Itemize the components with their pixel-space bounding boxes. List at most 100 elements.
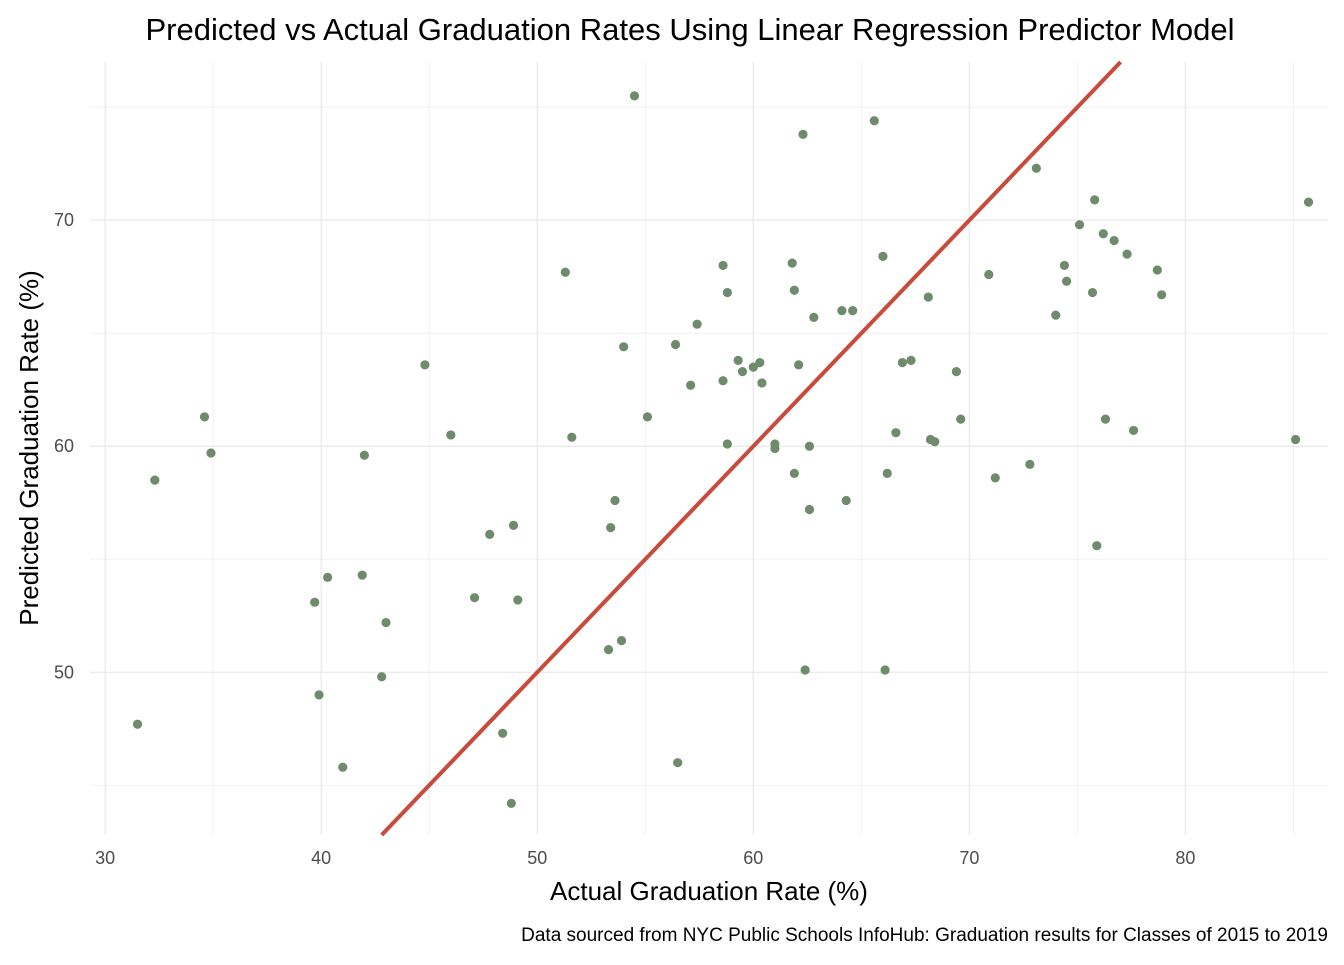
data-point bbox=[469, 593, 480, 603]
data-point bbox=[787, 258, 797, 268]
data-point bbox=[420, 360, 430, 370]
data-point bbox=[314, 690, 324, 700]
data-point bbox=[718, 376, 728, 386]
data-point bbox=[770, 443, 780, 454]
data-point bbox=[132, 719, 143, 729]
data-point bbox=[804, 441, 815, 451]
data-point bbox=[718, 260, 728, 271]
reference-line-layer bbox=[380, 60, 1123, 837]
data-point bbox=[567, 432, 577, 442]
data-points bbox=[132, 91, 1314, 808]
data-point bbox=[1090, 195, 1100, 205]
data-point bbox=[692, 319, 702, 329]
x-axis-title: Actual Graduation Rate (%) bbox=[550, 876, 868, 906]
data-point bbox=[882, 468, 892, 478]
data-point bbox=[1051, 310, 1061, 320]
data-point bbox=[1290, 434, 1301, 445]
data-point bbox=[897, 358, 907, 368]
data-point bbox=[1109, 235, 1119, 246]
data-point bbox=[809, 312, 819, 323]
data-point bbox=[755, 358, 765, 368]
data-point bbox=[381, 617, 391, 628]
data-point bbox=[1092, 541, 1102, 551]
data-point bbox=[338, 762, 348, 772]
data-point bbox=[906, 355, 916, 365]
data-point bbox=[789, 285, 799, 295]
data-point bbox=[1061, 276, 1072, 286]
data-point bbox=[603, 645, 614, 655]
data-point bbox=[498, 728, 508, 738]
data-point bbox=[610, 495, 620, 506]
data-point bbox=[722, 439, 732, 449]
data-point bbox=[891, 428, 901, 438]
data-point bbox=[1152, 265, 1162, 275]
data-point bbox=[1100, 414, 1111, 424]
data-point bbox=[1157, 290, 1167, 300]
data-point bbox=[984, 269, 994, 280]
data-point bbox=[737, 367, 748, 377]
data-point bbox=[357, 570, 367, 580]
data-point bbox=[800, 665, 810, 675]
chart-caption: Data sourced from NYC Public Schools Inf… bbox=[521, 925, 1328, 946]
data-point bbox=[206, 448, 216, 458]
data-point bbox=[1031, 163, 1041, 173]
data-point bbox=[1122, 249, 1132, 259]
y-tick-label: 50 bbox=[54, 662, 74, 682]
data-point bbox=[733, 355, 743, 365]
data-point bbox=[560, 267, 570, 277]
x-tick-label: 30 bbox=[95, 848, 115, 868]
data-point bbox=[670, 339, 681, 350]
chart-title: Predicted vs Actual Graduation Rates Usi… bbox=[146, 12, 1235, 47]
data-point bbox=[199, 412, 210, 422]
data-point bbox=[629, 91, 640, 101]
data-point bbox=[513, 595, 523, 605]
data-point bbox=[798, 129, 808, 139]
data-point bbox=[310, 597, 320, 607]
data-point bbox=[951, 367, 961, 377]
data-point bbox=[1087, 287, 1098, 298]
data-point bbox=[506, 798, 516, 808]
x-tick-label: 70 bbox=[959, 848, 979, 868]
data-point bbox=[930, 437, 940, 447]
data-point bbox=[841, 495, 851, 506]
x-tick-label: 60 bbox=[743, 848, 763, 868]
data-point bbox=[1025, 459, 1035, 469]
x-tick-label: 50 bbox=[527, 848, 547, 868]
data-point bbox=[848, 306, 858, 316]
data-point bbox=[673, 758, 683, 768]
data-point bbox=[446, 430, 456, 440]
y-tick-label: 60 bbox=[54, 436, 74, 456]
data-point bbox=[923, 292, 933, 302]
data-point bbox=[1059, 260, 1070, 271]
x-tick-label: 80 bbox=[1175, 848, 1195, 868]
data-point bbox=[722, 287, 732, 298]
data-point bbox=[990, 473, 1000, 483]
data-point bbox=[150, 475, 160, 485]
data-point bbox=[642, 412, 653, 422]
data-point bbox=[359, 450, 369, 460]
data-point bbox=[748, 362, 758, 372]
data-point bbox=[804, 504, 815, 515]
data-point bbox=[377, 672, 387, 682]
data-point bbox=[1128, 425, 1139, 436]
data-point bbox=[956, 414, 966, 424]
y-tick-label: 70 bbox=[54, 210, 74, 230]
data-point bbox=[837, 306, 847, 316]
data-point bbox=[757, 378, 767, 388]
y-axis-title: Predicted Graduation Rate (%) bbox=[14, 270, 44, 626]
reference-line bbox=[380, 60, 1123, 837]
data-point bbox=[878, 251, 888, 261]
data-point bbox=[1303, 197, 1314, 207]
data-point bbox=[508, 520, 519, 530]
data-point bbox=[616, 636, 627, 646]
data-point bbox=[606, 523, 616, 533]
x-tick-label: 40 bbox=[311, 848, 331, 868]
data-point bbox=[869, 116, 879, 126]
data-point bbox=[323, 572, 333, 582]
data-point bbox=[880, 665, 890, 675]
data-point bbox=[485, 529, 495, 539]
data-point bbox=[794, 360, 804, 370]
